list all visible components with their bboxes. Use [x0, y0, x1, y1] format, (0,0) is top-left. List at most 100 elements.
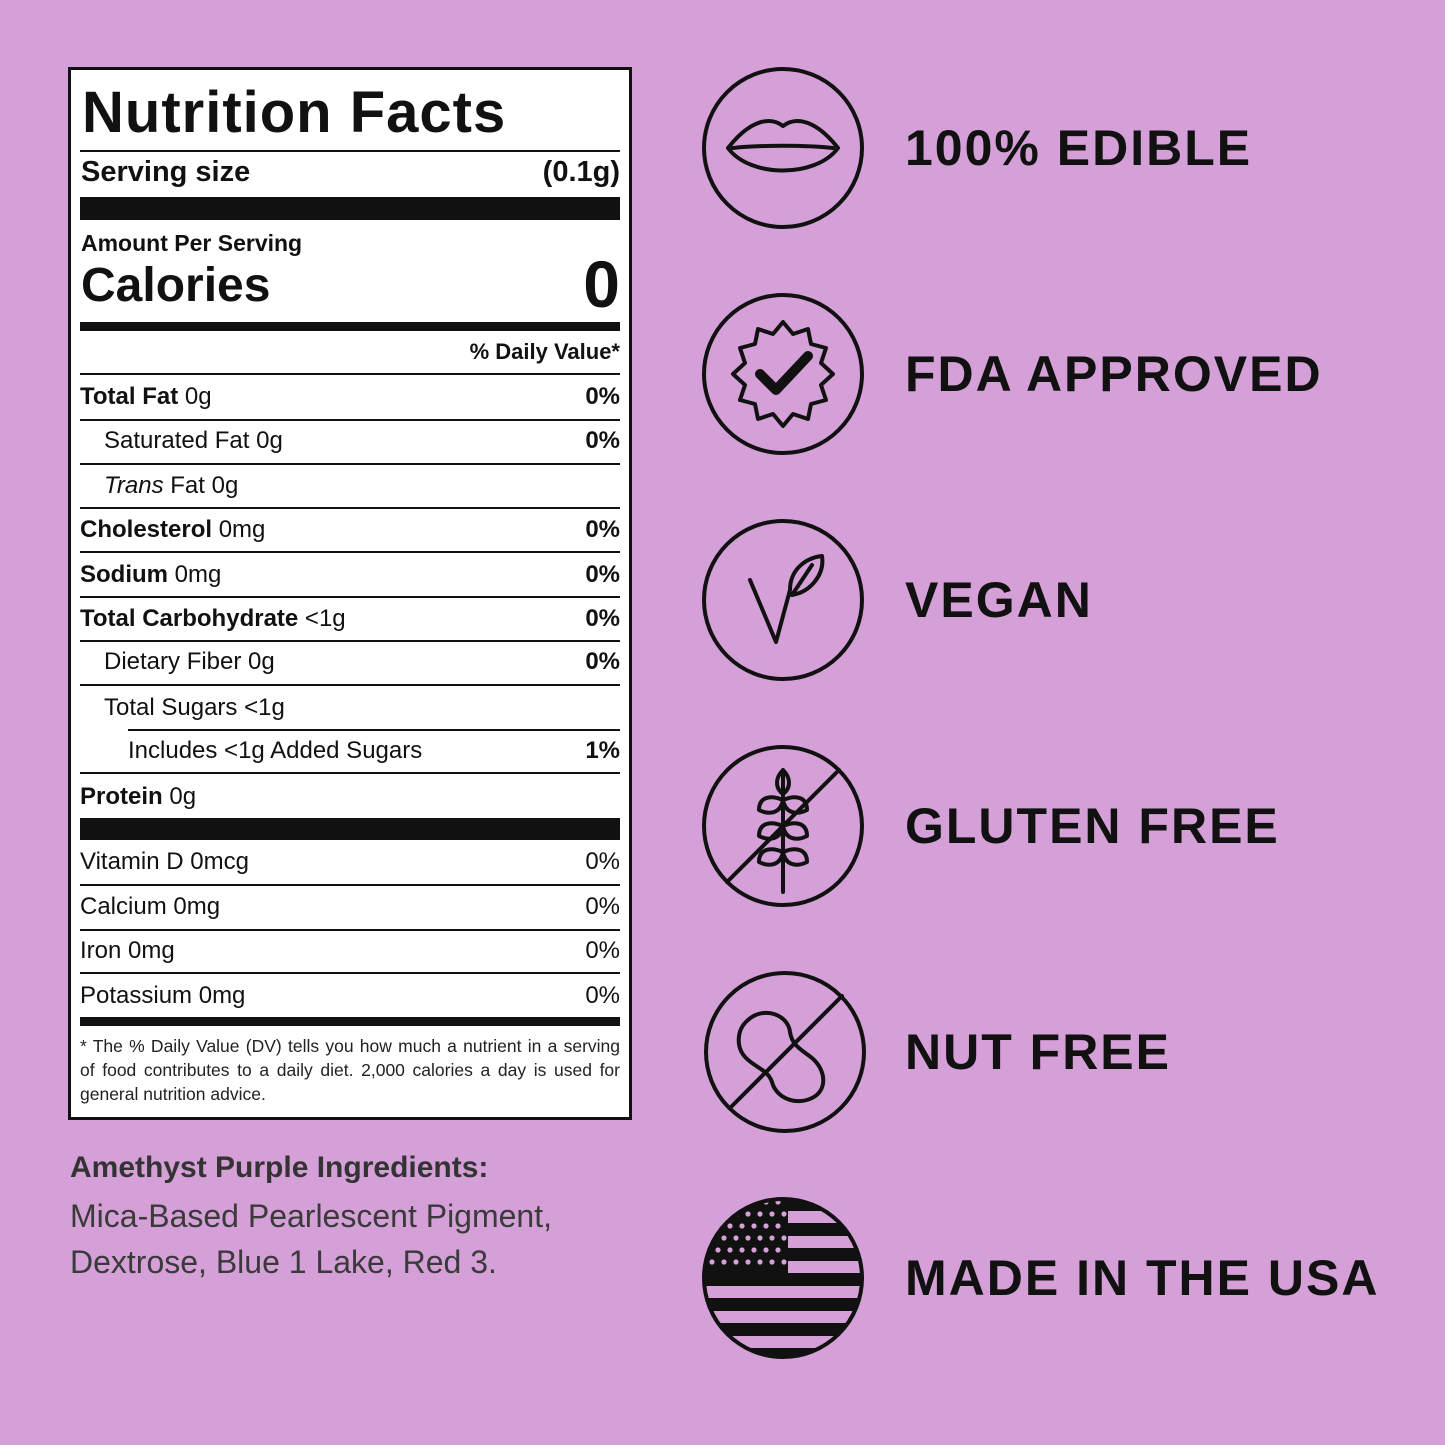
star — [733, 1235, 739, 1241]
star — [739, 1199, 745, 1205]
thick-rule — [80, 322, 620, 331]
check-icon — [755, 351, 813, 395]
nutrient-amount: 0mg — [173, 893, 221, 920]
rule — [80, 463, 620, 465]
star — [745, 1259, 751, 1265]
star — [769, 1235, 775, 1241]
badge-label: VEGAN — [905, 572, 1093, 628]
lips-icon — [726, 119, 840, 173]
ingredients-line: Dextrose, Blue 1 Lake, Red 3. — [70, 1244, 497, 1280]
daily-value: 1% — [585, 737, 620, 764]
nutrient-name: Includes <1g Added Sugars — [128, 737, 423, 764]
star — [703, 1223, 709, 1229]
icon-ring — [702, 293, 864, 455]
nutrient-amount: <1g — [244, 694, 285, 721]
star — [781, 1235, 787, 1241]
nutrient-name: Fat — [170, 472, 205, 499]
footnote: * The % Daily Value (DV) tells you how m… — [80, 1036, 620, 1104]
star — [745, 1211, 751, 1217]
star — [727, 1223, 733, 1229]
star — [757, 1259, 763, 1265]
nutrient-amount: 0g — [256, 427, 283, 454]
nutrient-name: Protein — [80, 783, 163, 810]
star — [721, 1235, 727, 1241]
nutrient-row: Vitamin D 0mcg — [80, 846, 249, 878]
nutrient-name: Potassium — [80, 982, 193, 1009]
star — [739, 1223, 745, 1229]
star — [751, 1223, 757, 1229]
thick-rule — [80, 1017, 620, 1026]
daily-value: 0% — [585, 848, 620, 875]
star — [757, 1235, 763, 1241]
nutrient-name: Saturated Fat — [104, 427, 250, 454]
nutrient-row: Total Sugars <1g — [104, 692, 285, 724]
star — [769, 1211, 775, 1217]
nutrient-amount: 0mg — [128, 937, 175, 964]
daily-value: 0% — [585, 937, 620, 964]
daily-value: 0% — [585, 561, 620, 588]
daily-value: 0% — [585, 605, 620, 632]
nutrient-amount: 0g — [248, 648, 275, 675]
badge-label: GLUTEN FREE — [905, 798, 1280, 854]
nutrient-name: Total Sugars — [104, 694, 238, 721]
nutrient-amount: 0mg — [198, 982, 246, 1009]
star — [775, 1247, 781, 1253]
daily-value-header: % Daily Value* — [469, 339, 620, 364]
serving-size-label: Serving size — [81, 156, 251, 188]
nutrient-row: Iron 0mg — [80, 935, 175, 967]
rule — [80, 419, 620, 421]
ingredients-title: Amethyst Purple Ingredients: — [70, 1151, 489, 1184]
star — [727, 1199, 733, 1205]
star — [721, 1211, 727, 1217]
star — [757, 1211, 763, 1217]
nutrient-name: Iron — [80, 937, 122, 964]
nutrient-name: Cholesterol — [80, 516, 213, 543]
nutrient-name: Total Carbohydrate — [80, 605, 299, 632]
flag-stars — [703, 1199, 787, 1265]
calories: 0 — [583, 247, 620, 321]
daily-value: 0% — [585, 516, 620, 543]
seal-icon — [731, 320, 835, 428]
icon-ring — [702, 67, 864, 229]
star — [781, 1211, 787, 1217]
nutrient-row: Trans Fat 0g — [104, 470, 238, 502]
thick-rule — [80, 818, 620, 840]
nutrient-name-italic: Trans — [104, 472, 164, 499]
star — [751, 1247, 757, 1253]
nutrient-row: Dietary Fiber 0g — [104, 646, 275, 678]
badge-label: NUT FREE — [905, 1024, 1171, 1080]
nutrient-row: Includes <1g Added Sugars — [128, 735, 422, 767]
star — [745, 1235, 751, 1241]
star — [709, 1259, 715, 1265]
badge-label: 100% EDIBLE — [905, 120, 1253, 176]
rule — [80, 972, 620, 974]
star — [703, 1199, 709, 1205]
daily-value: 0% — [585, 427, 620, 454]
rule — [80, 150, 620, 152]
calories-label: Calories — [81, 259, 271, 312]
nutrient-amount: <1g — [304, 605, 346, 632]
daily-value: 0% — [585, 893, 620, 920]
star — [763, 1223, 769, 1229]
nutrient-row: Cholesterol 0mg — [80, 514, 265, 546]
star — [763, 1247, 769, 1253]
thick-rule — [80, 197, 620, 220]
vegan-icon — [748, 554, 825, 644]
nutrition-label — [68, 67, 632, 1120]
star — [769, 1259, 775, 1265]
star — [781, 1259, 787, 1265]
amount-per-serving: Amount Per Serving — [81, 230, 303, 256]
nutrient-name: Calcium — [80, 893, 167, 920]
rule — [80, 884, 620, 886]
daily-value: 0% — [585, 383, 620, 410]
nutrient-amount: 0mg — [174, 561, 222, 588]
nutrient-name: Vitamin D — [80, 848, 184, 875]
nutrient-name: Total Fat — [80, 383, 179, 410]
star — [715, 1199, 721, 1205]
daily-value: 0% — [585, 648, 620, 675]
badge-label: MADE IN THE USA — [905, 1250, 1380, 1306]
serving-size: (0.1g) — [542, 156, 620, 188]
nut-icon — [728, 994, 844, 1110]
star — [775, 1223, 781, 1229]
